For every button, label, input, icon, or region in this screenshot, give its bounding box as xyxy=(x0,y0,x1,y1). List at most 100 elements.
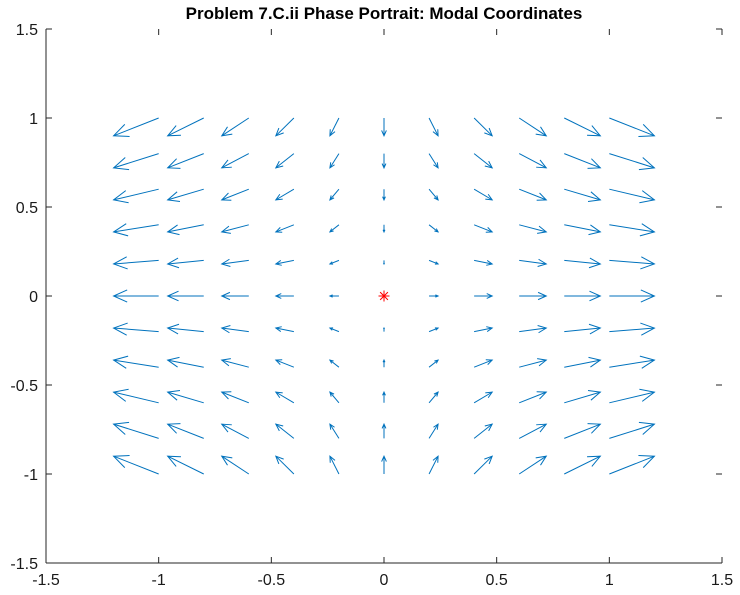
quiver-arrow xyxy=(518,423,548,439)
quiver-arrow xyxy=(166,117,204,137)
chart-title: Problem 7.C.ii Phase Portrait: Modal Coo… xyxy=(186,4,583,23)
x-tick-label: -1.5 xyxy=(32,572,60,589)
quiver-arrow xyxy=(112,117,159,138)
quiver-arrow xyxy=(609,256,656,270)
quiver-arrow xyxy=(382,224,386,234)
quiver-arrow xyxy=(473,423,494,439)
quiver-arrow xyxy=(609,388,656,404)
quiver-arrow xyxy=(609,117,656,138)
quiver-arrow xyxy=(220,188,249,201)
quiver-arrow xyxy=(428,455,439,475)
quiver-arrow xyxy=(473,224,494,233)
quiver-arrow xyxy=(220,291,249,301)
quiver-arrow xyxy=(328,327,340,333)
quiver-arrow xyxy=(564,423,602,439)
quiver-arrow xyxy=(166,290,204,302)
quiver-arrow xyxy=(220,391,249,404)
quiver-arrow xyxy=(220,258,249,268)
quiver-arrow xyxy=(564,153,602,169)
quiver-arrow xyxy=(329,153,340,169)
quiver-arrow xyxy=(274,423,295,439)
quiver-arrow xyxy=(428,327,440,333)
quiver-arrow xyxy=(381,153,387,170)
quiver-arrow xyxy=(329,117,340,137)
quiver-layer xyxy=(112,117,656,475)
y-tick-label: -0.5 xyxy=(10,378,38,395)
quiver-arrow xyxy=(274,224,295,233)
quiver-arrow xyxy=(609,223,656,237)
quiver-arrow xyxy=(274,259,294,266)
quiver-arrow xyxy=(473,455,494,475)
quiver-arrow xyxy=(519,391,548,404)
quiver-arrow xyxy=(564,356,602,368)
y-tick-label: 0.5 xyxy=(16,200,38,217)
quiver-arrow xyxy=(474,259,494,266)
quiver-arrow xyxy=(328,259,340,265)
quiver-arrow xyxy=(329,423,340,439)
quiver-arrow xyxy=(609,454,656,475)
quiver-arrow xyxy=(274,455,295,475)
quiver-arrow xyxy=(112,289,159,303)
quiver-arrow xyxy=(473,117,494,137)
quiver-arrow xyxy=(428,391,439,404)
quiver-arrow xyxy=(519,291,548,301)
x-tick-label: -1 xyxy=(152,572,166,589)
quiver-arrow xyxy=(220,423,250,439)
quiver-arrow xyxy=(274,326,294,333)
quiver-arrow xyxy=(328,294,339,298)
quiver-arrow xyxy=(166,224,204,236)
quiver-arrow xyxy=(428,423,439,439)
quiver-arrow xyxy=(474,293,494,299)
quiver-arrow xyxy=(428,259,440,265)
y-tick-label: 1.5 xyxy=(16,22,38,39)
quiver-arrow xyxy=(112,421,159,439)
quiver-arrow xyxy=(609,289,656,303)
quiver-arrow xyxy=(518,117,548,137)
quiver-arrow xyxy=(381,454,387,474)
quiver-arrow xyxy=(274,293,294,299)
quiver-arrow xyxy=(519,358,548,368)
quiver-arrow xyxy=(329,455,340,475)
quiver-arrow xyxy=(220,224,249,234)
quiver-arrow xyxy=(220,324,249,334)
quiver-arrow xyxy=(564,389,602,404)
quiver-arrow xyxy=(328,359,340,368)
quiver-arrow xyxy=(609,188,656,204)
quiver-arrow xyxy=(274,153,295,169)
quiver-arrow xyxy=(274,359,295,368)
quiver-arrow xyxy=(428,188,439,201)
quiver-arrow xyxy=(519,324,548,334)
x-tick-label: -0.5 xyxy=(258,572,286,589)
quiver-arrow xyxy=(564,323,602,335)
quiver-arrow xyxy=(564,257,602,269)
quiver-arrow xyxy=(564,455,602,475)
tick-layer: -1.5 -1 -0.5 0 0.5 1 1.5 -1.5 -1 -0.5 0 0.5 1 1.5 xyxy=(10,22,733,589)
quiver-arrow xyxy=(428,117,439,137)
quiver-arrow xyxy=(609,153,656,171)
quiver-arrow xyxy=(220,117,250,137)
quiver-arrow xyxy=(473,391,494,404)
quiver-arrow xyxy=(112,388,159,404)
equilibrium-marker xyxy=(378,290,390,302)
y-tick-label: 0 xyxy=(29,289,38,306)
quiver-arrow xyxy=(518,153,548,169)
quiver-arrow xyxy=(166,323,204,335)
quiver-arrow xyxy=(564,224,602,236)
x-tick-label: 1 xyxy=(605,572,614,589)
quiver-arrow xyxy=(329,188,340,201)
quiver-arrow xyxy=(381,422,387,439)
quiver-arrow xyxy=(112,223,159,237)
quiver-arrow xyxy=(428,359,440,368)
quiver-arrow xyxy=(166,188,204,203)
quiver-arrow xyxy=(609,322,656,336)
quiver-arrow xyxy=(166,389,204,404)
quiver-arrow xyxy=(382,189,386,202)
quiver-arrow xyxy=(328,224,340,233)
quiver-arrow xyxy=(274,117,295,137)
quiver-arrow xyxy=(428,224,440,233)
quiver-arrow xyxy=(429,294,440,298)
x-tick-label: 0.5 xyxy=(486,572,508,589)
quiver-arrow xyxy=(220,358,249,368)
quiver-arrow xyxy=(381,118,387,138)
quiver-arrow xyxy=(473,153,494,169)
